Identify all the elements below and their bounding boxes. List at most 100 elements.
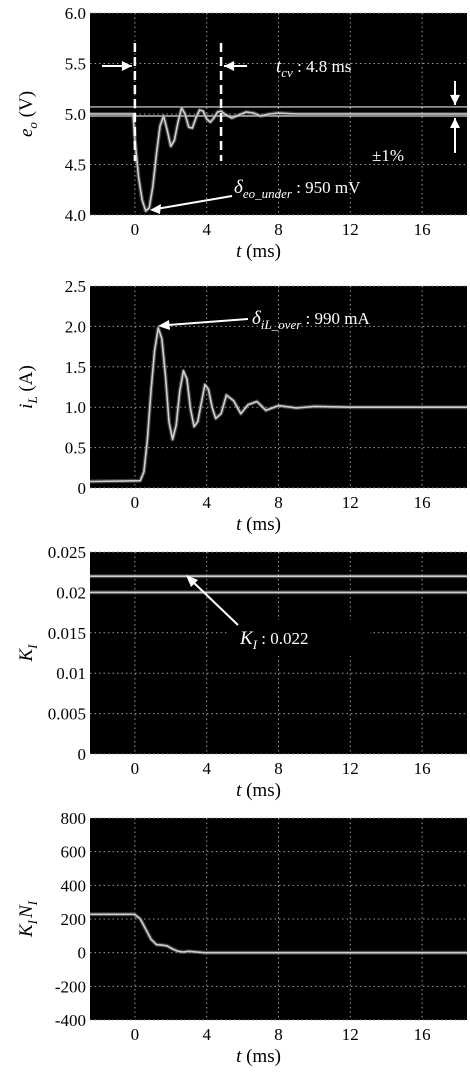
label-part: eo_under [243, 186, 293, 201]
x-tick-label: 0 [131, 493, 140, 512]
label-part: (ms) [241, 1046, 281, 1067]
x-tick-label: 4 [202, 493, 211, 512]
t-cv-label: tcv : 4.8 ms [276, 56, 351, 80]
x-tick-label: 4 [202, 220, 211, 239]
label-part: t [236, 514, 242, 535]
arrow-line [191, 580, 239, 626]
y-tick-label: 1.5 [65, 358, 86, 377]
y-tick-label: 1.0 [65, 398, 86, 417]
chart-iL: 0 4 8 12 16 0 0.5 1.0 1.5 2.0 2.5 t (ms) iL (A) δiL_o… [16, 277, 467, 535]
series-line [90, 913, 467, 954]
label-part: t [236, 780, 242, 801]
x-tick-label: 16 [414, 493, 431, 512]
label-part: δ [252, 308, 262, 329]
label-part: e [16, 129, 37, 137]
label-part: I [25, 919, 40, 925]
label-part: o [25, 122, 40, 129]
arrow-head [450, 118, 460, 129]
annotations: tcv : 4.8 ms ±1% δeo_under : 950 mV [102, 43, 460, 214]
label-part: iL_over [261, 317, 302, 332]
x-axis-label: t (ms) [236, 780, 281, 801]
x-tick-label: 12 [342, 220, 359, 239]
label-box [228, 620, 370, 656]
y-axis-label: KI [16, 644, 40, 663]
label-part: K [16, 648, 37, 663]
y-tick-label: 0.015 [48, 624, 86, 643]
label-part: cv [281, 65, 293, 80]
delta-eo-under-label: δeo_under : 950 mV [234, 177, 361, 201]
arrow-head [121, 61, 132, 71]
y-tick-label: 0 [78, 745, 87, 764]
x-tick-label: 12 [342, 493, 359, 512]
x-tick-label: 8 [274, 220, 283, 239]
arrow-head [158, 320, 170, 330]
y-tick-label: 400 [61, 876, 87, 895]
x-tick-label: 16 [414, 220, 431, 239]
label-part: (V) [16, 91, 37, 122]
KI-value-label: KI : 0.022 [239, 628, 309, 652]
y-tick-label: 800 [61, 809, 87, 828]
x-tick-label: 0 [131, 220, 140, 239]
y-tick-label: 0 [78, 479, 87, 498]
x-tick-label: 4 [202, 759, 211, 778]
y-tick-label: 2.0 [65, 317, 86, 336]
x-tick-label: 8 [274, 1025, 283, 1044]
y-tick-label: 200 [61, 910, 87, 929]
label-part: : 0.022 [257, 629, 308, 648]
y-axis-label: KINI [16, 900, 40, 938]
label-part: δ [234, 177, 244, 198]
arrow-head [186, 575, 198, 587]
chart-eo: 0 4 8 12 164.04.55.05.56.0t (ms)eo (V)tcv : … [16, 4, 467, 262]
label-part: i [16, 404, 37, 409]
x-tick-label: 16 [414, 1025, 431, 1044]
arrow-line [167, 318, 249, 326]
label-part: N [16, 904, 37, 919]
y-tick-label: -200 [55, 977, 86, 996]
x-tick-label: 8 [274, 759, 283, 778]
arrow-line [155, 195, 233, 210]
y-tick-label: 0.005 [48, 705, 86, 724]
x-axis-label: t (ms) [236, 1046, 281, 1067]
y-axis-label: eo (V) [16, 91, 40, 137]
label-part: K [239, 628, 254, 649]
label-part: (ms) [241, 514, 281, 535]
arrow-head [450, 94, 460, 105]
y-tick-label: 4.5 [65, 156, 86, 175]
x-tick-label: 8 [274, 493, 283, 512]
y-tick-label: 5.5 [65, 55, 86, 74]
label-part: t [236, 241, 242, 262]
tolerance-label: ±1% [372, 146, 404, 165]
x-tick-label: 4 [202, 1025, 211, 1044]
y-tick-label: 0.5 [65, 439, 86, 458]
y-tick-label: 600 [61, 843, 87, 862]
x-tick-label: 0 [131, 1025, 140, 1044]
label-part: I [25, 900, 40, 906]
y-tick-label: 0.02 [56, 583, 86, 602]
label-part: t [276, 56, 282, 77]
plot-area [90, 818, 467, 1020]
x-tick-label: 16 [414, 759, 431, 778]
y-tick-label: 6.0 [65, 4, 86, 23]
x-axis-label: t (ms) [236, 241, 281, 262]
x-tick-label: 12 [342, 1025, 359, 1044]
annotations: KI : 0.022 [186, 575, 370, 656]
annotations: δiL_over : 990 mA [158, 308, 370, 332]
label-part: K [16, 923, 37, 938]
y-axis-label: iL (A) [16, 365, 40, 409]
arrow-head [150, 204, 161, 214]
x-tick-label: 0 [131, 759, 140, 778]
label-part: : 990 mA [301, 309, 370, 328]
series-line [89, 327, 467, 483]
label-part: (ms) [241, 780, 281, 801]
label-part: (ms) [241, 241, 281, 262]
y-tick-label: 5.0 [65, 105, 86, 124]
label-part: t [236, 1046, 242, 1067]
label-part: I [252, 637, 258, 652]
y-tick-label: 0 [78, 944, 87, 963]
y-tick-label: 0.025 [48, 543, 86, 562]
label-part: I [25, 644, 40, 650]
y-tick-label: 0.01 [56, 664, 86, 683]
